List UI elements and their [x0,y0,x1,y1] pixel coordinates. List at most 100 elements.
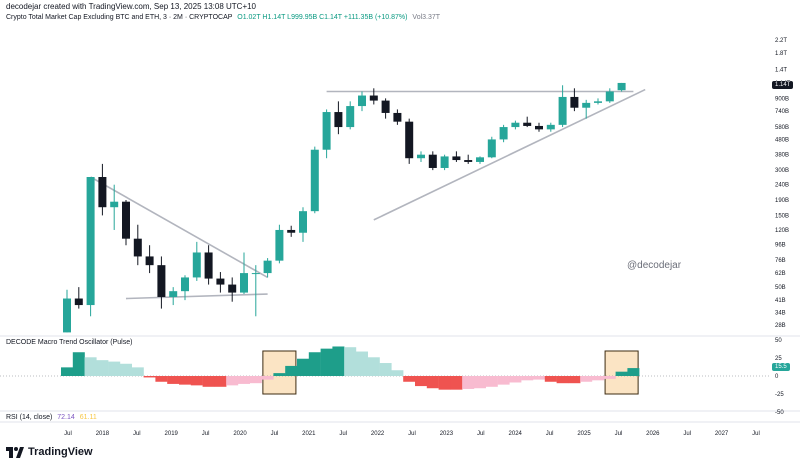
candle-body [594,101,602,103]
symbol-title-line: Crypto Total Market Cap Excluding BTC an… [6,14,440,21]
oscillator-bar [320,348,333,376]
time-tick-label: Jul [408,431,416,437]
candle-body [440,156,449,168]
candle-body [499,127,508,140]
candle-body [369,95,378,101]
oscillator-axis: 50 25 0 -25 -50 [775,338,784,416]
candle-body [582,102,591,108]
price-tick-label: 41B [775,298,786,304]
oscillator-bar [84,357,97,376]
candle-body [405,121,414,159]
oscillator-bar [273,373,286,376]
time-tick-label: 2022 [371,431,385,437]
oscillator-bar [214,376,227,387]
oscillator-bar [367,357,380,376]
oscillator-bar [485,376,498,387]
oscillator-bar [285,365,298,376]
time-tick-label: 2018 [96,431,110,437]
price-tick-label: 740B [775,109,789,115]
oscillator-bar [344,347,357,376]
oscillator-value-tag: 15.5 [772,363,790,371]
candle-body [228,284,237,293]
oscillator-bar [332,346,345,376]
candle-body [346,106,355,128]
oscillator-bar [450,376,463,390]
oscillator-bar [308,352,321,376]
rising-support-line [373,88,646,221]
price-tick-label: 190B [775,198,789,204]
oscillator-bar [108,361,121,376]
candle-body [535,125,543,130]
rsi-title-line[interactable]: RSI (14, close) 72.14 61.11 [6,414,97,421]
oscillator-bar [249,376,262,384]
candle-body [98,177,107,208]
oscillator-bar [509,376,522,383]
candle-body [204,252,213,279]
created-by-line: decodejar created with TradingView.com, … [6,2,257,11]
ohlc-values: O1.02T H1.14T L999.95B C1.14T +111.35B (… [237,14,408,21]
oscillator-tick-label: -50 [775,410,784,416]
price-tick-label: 96B [775,243,786,249]
time-tick-label: Jul [546,431,554,437]
oscillator-bar [226,376,239,386]
price-tick-label: 900B [775,96,789,102]
time-tick-label: Jul [339,431,347,437]
oscillator-bar [521,376,534,381]
price-tick-label: 240B [775,183,789,189]
oscillator-bar [497,376,510,385]
author-watermark: @decodejar [627,260,682,271]
candle-body [157,265,166,297]
tradingview-logo-icon [6,446,24,458]
oscillator-bar [120,363,132,376]
candle-body [546,124,555,130]
candle-body [452,156,461,161]
candle-body [86,177,95,306]
candle-body [511,122,520,128]
oscillator-bar [592,376,604,381]
time-tick-label: Jul [202,431,210,437]
oscillator-title[interactable]: DECODE Macro Trend Oscillator (Pulse) [6,339,133,346]
price-tick-label: 2.2T [775,38,787,44]
candle-body [63,298,71,333]
oscillator-bar [72,352,85,376]
current-price-tag: 1.14T [772,81,794,89]
candle-body [299,211,307,233]
candles [63,82,626,333]
candle-body [393,112,402,122]
candle-body [417,154,425,159]
price-tick-label: 1.4T [775,68,787,74]
price-tick-label: 150B [775,213,789,219]
price-tick-label: 380B [775,153,789,159]
time-tick-label: 2027 [715,431,729,437]
horizontal-support-line [125,293,268,300]
time-tick-label: 2021 [302,431,316,437]
time-tick-label: Jul [271,431,279,437]
candle-body [122,201,130,239]
rsi-ma-value: 61.11 [79,414,97,421]
candle-body [181,277,189,292]
oscillator-bar [143,376,156,378]
time-tick-label: Jul [615,431,623,437]
oscillator-bar [474,376,486,389]
tradingview-brand[interactable]: TradingView [6,444,93,460]
candle-body [523,122,532,126]
symbol-title[interactable]: Crypto Total Market Cap Excluding BTC an… [6,14,233,21]
rsi-title: RSI (14, close) [6,414,53,421]
candle-body [310,149,319,212]
candle-body [240,273,248,293]
time-tick-label: 2020 [233,431,247,437]
oscillator-bar [297,358,309,376]
tradingview-brand-name: TradingView [28,446,93,458]
oscillator-bar [238,376,250,384]
candle-body [428,154,437,168]
candle-body [275,229,284,261]
oscillator-bar [403,376,416,382]
price-tick-label: 34B [775,310,786,316]
candle-body [169,291,178,297]
oscillator-bar [167,376,180,384]
candle-body [110,201,119,208]
candle-body [617,82,626,91]
price-tick-label: 62B [775,271,786,277]
oscillator-bar [627,368,640,376]
